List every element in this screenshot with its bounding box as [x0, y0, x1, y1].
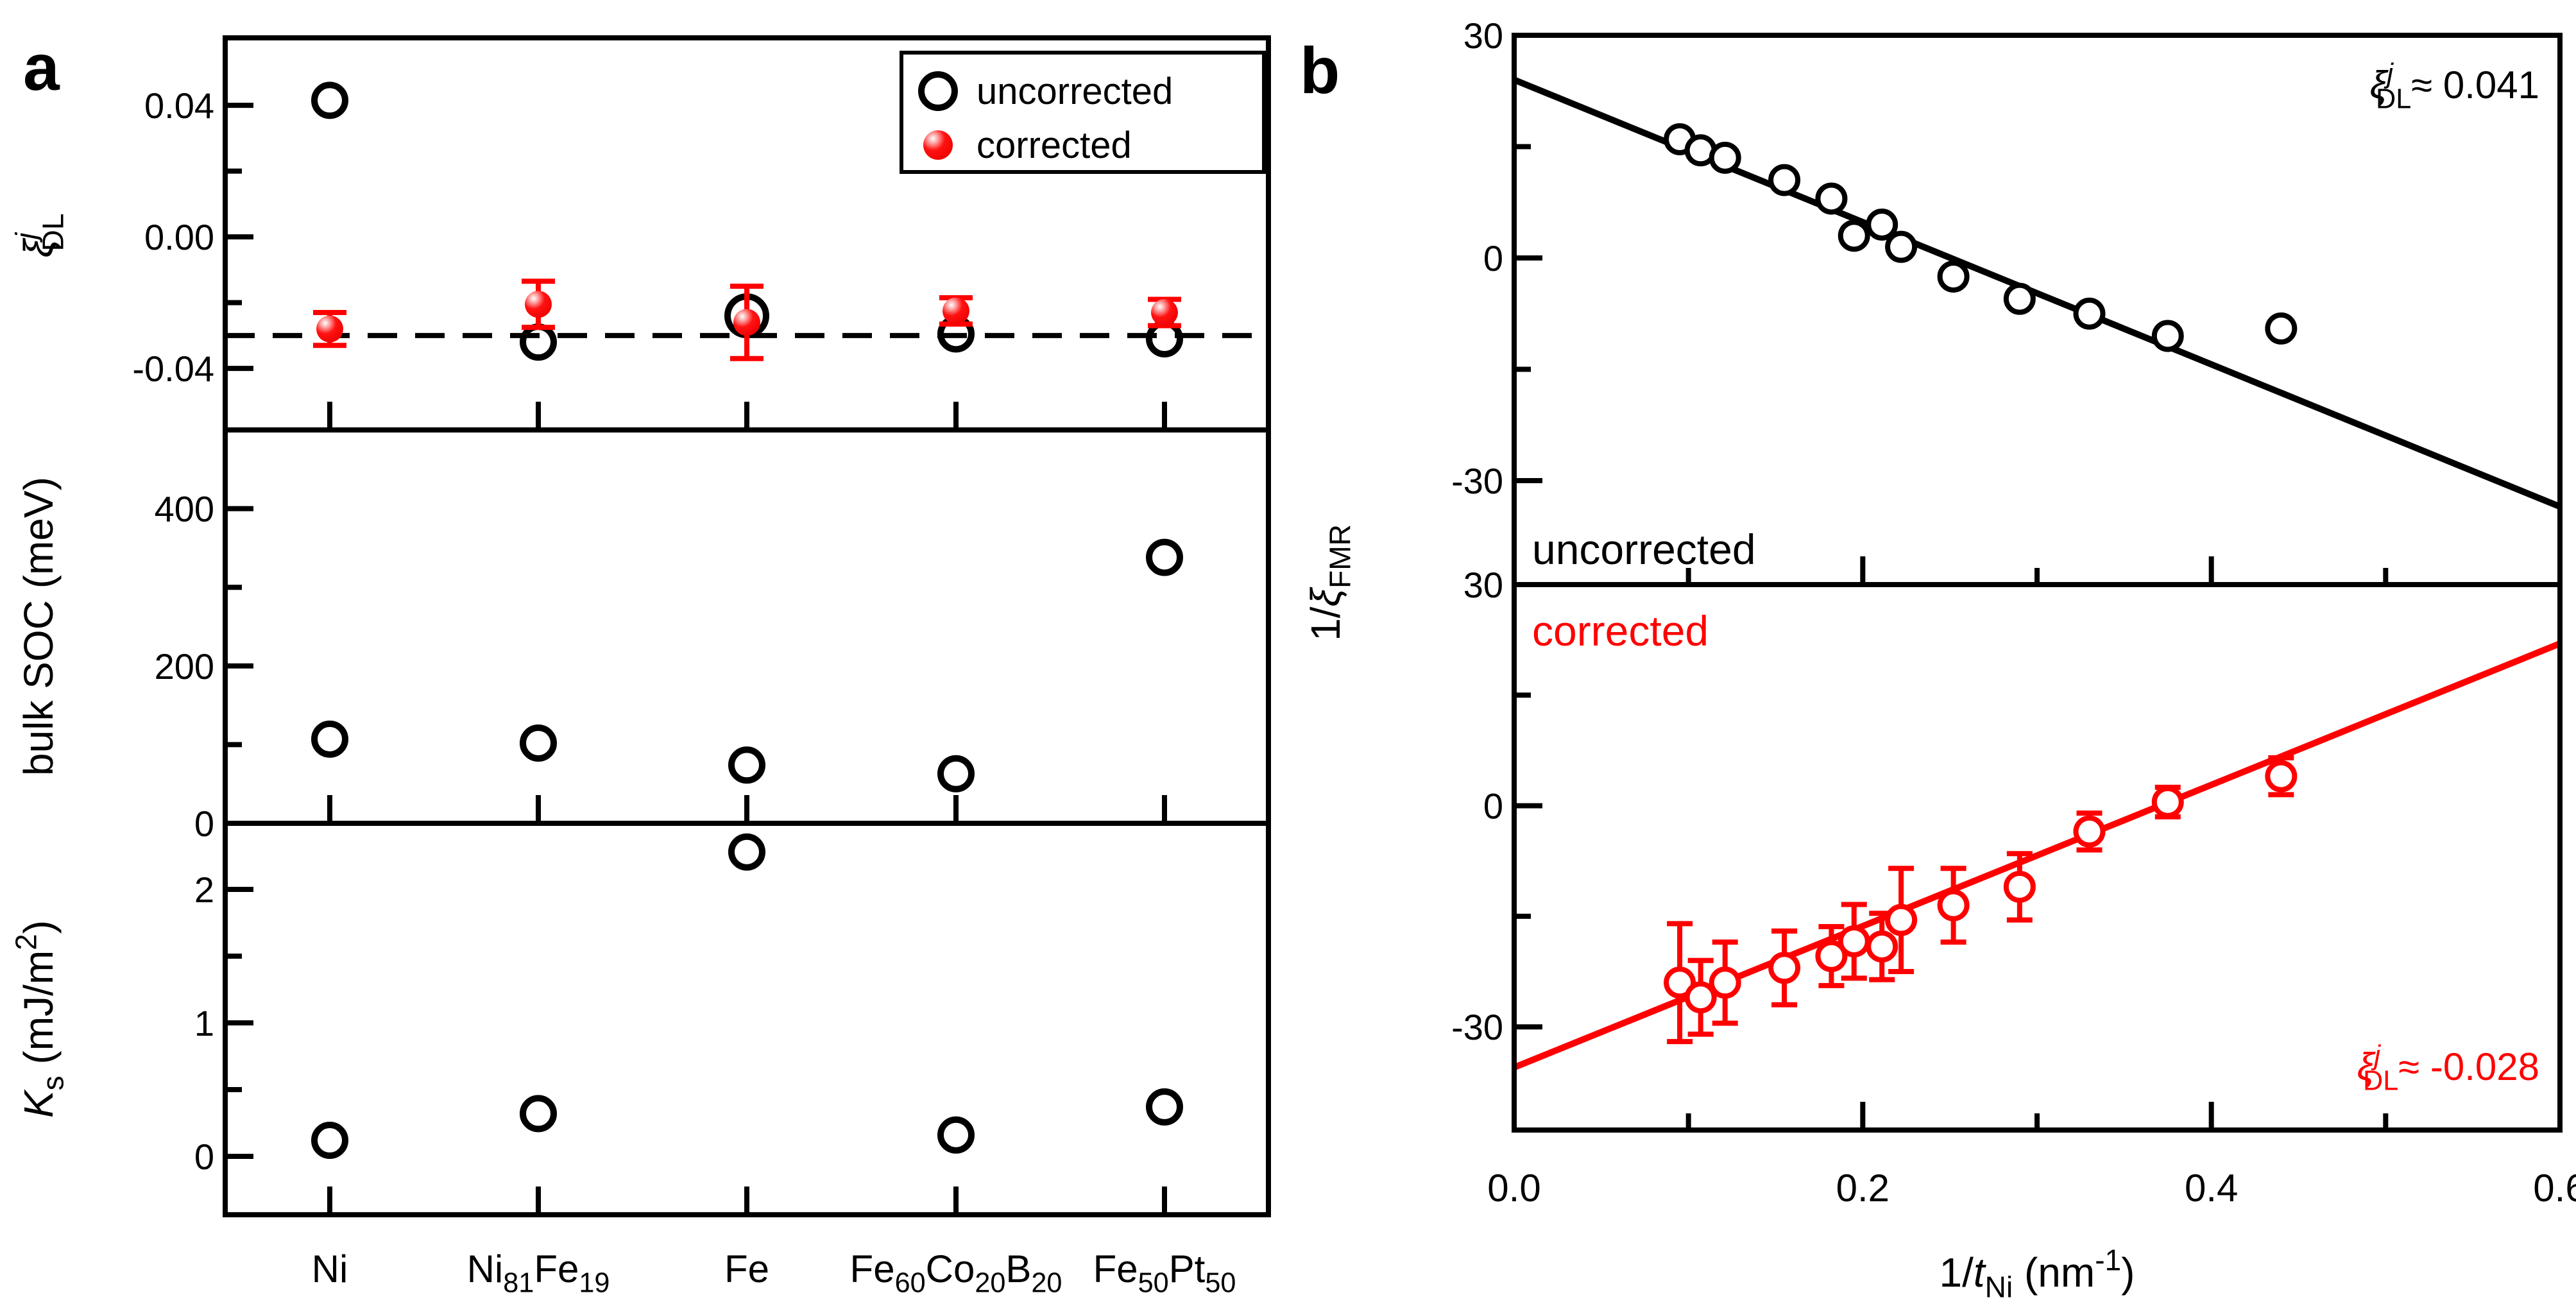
legend: uncorrected corrected	[900, 51, 1266, 174]
svg-text:Fe60Co20B20: Fe60Co20B20	[850, 1247, 1062, 1299]
svg-text:0: 0	[194, 1136, 214, 1176]
svg-text:Fe50Pt50: Fe50Pt50	[1093, 1247, 1236, 1299]
series-uncorrected	[311, 538, 1183, 793]
svg-text:0: 0	[1483, 785, 1503, 826]
legend-marker-open-circle	[918, 71, 958, 111]
legend-marker-ball	[923, 130, 953, 160]
svg-text:uncorrected: uncorrected	[1532, 526, 1756, 573]
svg-text:b: b	[1300, 34, 1340, 107]
svg-text:0.0: 0.0	[1487, 1167, 1540, 1210]
svg-text:30: 30	[1463, 565, 1503, 605]
svg-text:-0.04: -0.04	[132, 348, 214, 389]
svg-text:1/tNi (nm-1): 1/tNi (nm-1)	[1940, 1243, 2135, 1303]
series-uncorrected	[311, 833, 1183, 1160]
svg-text:0: 0	[194, 803, 214, 844]
svg-text:corrected: corrected	[1532, 607, 1709, 655]
svg-text:-30: -30	[1451, 1007, 1503, 1047]
svg-text:uncorrected: uncorrected	[977, 71, 1173, 112]
legend-box	[900, 51, 1266, 174]
chart-b-uncorrected: 30 0 -30 uncorrected ξj DL≈ 0.041	[1451, 15, 2563, 587]
svg-text:0.00: 0.00	[144, 217, 214, 257]
svg-text:30: 30	[1463, 15, 1503, 56]
chart-b-corrected: 30 0 -30 corrected ξjDL≈ -0.028 0.0 0.2 0.4 0.6 1…	[1451, 565, 2576, 1304]
svg-text:0.6: 0.6	[2533, 1167, 2576, 1210]
svg-text:200: 200	[155, 646, 214, 686]
svg-text:400: 400	[155, 488, 214, 529]
svg-text:0: 0	[1483, 238, 1503, 278]
svg-text:0.4: 0.4	[2185, 1167, 2238, 1210]
svg-text:a: a	[23, 31, 60, 104]
series-corrected	[313, 278, 1181, 361]
chart-a-bulk-soc: 400 200 0 bulk SOC (meV)	[15, 427, 1271, 844]
svg-text:Ks (mJ/m2): Ks (mJ/m2)	[9, 920, 69, 1118]
series-corrected	[1664, 755, 2298, 1045]
svg-text:0.04: 0.04	[144, 85, 214, 126]
svg-text:Ni81Fe19: Ni81Fe19	[467, 1247, 610, 1299]
svg-text:2: 2	[194, 869, 214, 909]
svg-text:0.2: 0.2	[1836, 1167, 1889, 1210]
svg-text:ξjDL≈ 0.041: ξj DL≈ 0.041	[2370, 58, 2539, 115]
svg-text:1: 1	[194, 1002, 214, 1043]
svg-text:Ni: Ni	[312, 1247, 348, 1290]
series-uncorrected	[1664, 123, 2298, 352]
chart-a-ks: 2 1 0 Ks (mJ/m2)	[9, 821, 1271, 1217]
svg-text:ξjDL: ξjDL	[9, 214, 69, 258]
svg-text:-30: -30	[1451, 461, 1503, 501]
svg-text:Fe: Fe	[724, 1247, 769, 1290]
svg-text:bulk SOC (meV): bulk SOC (meV)	[15, 477, 62, 776]
svg-text:1/ξFMR: 1/ξFMR	[1302, 524, 1357, 641]
svg-text:ξjDL≈ -0.028: ξj DL≈ -0.028	[2357, 1040, 2539, 1097]
svg-text:corrected: corrected	[977, 124, 1132, 166]
